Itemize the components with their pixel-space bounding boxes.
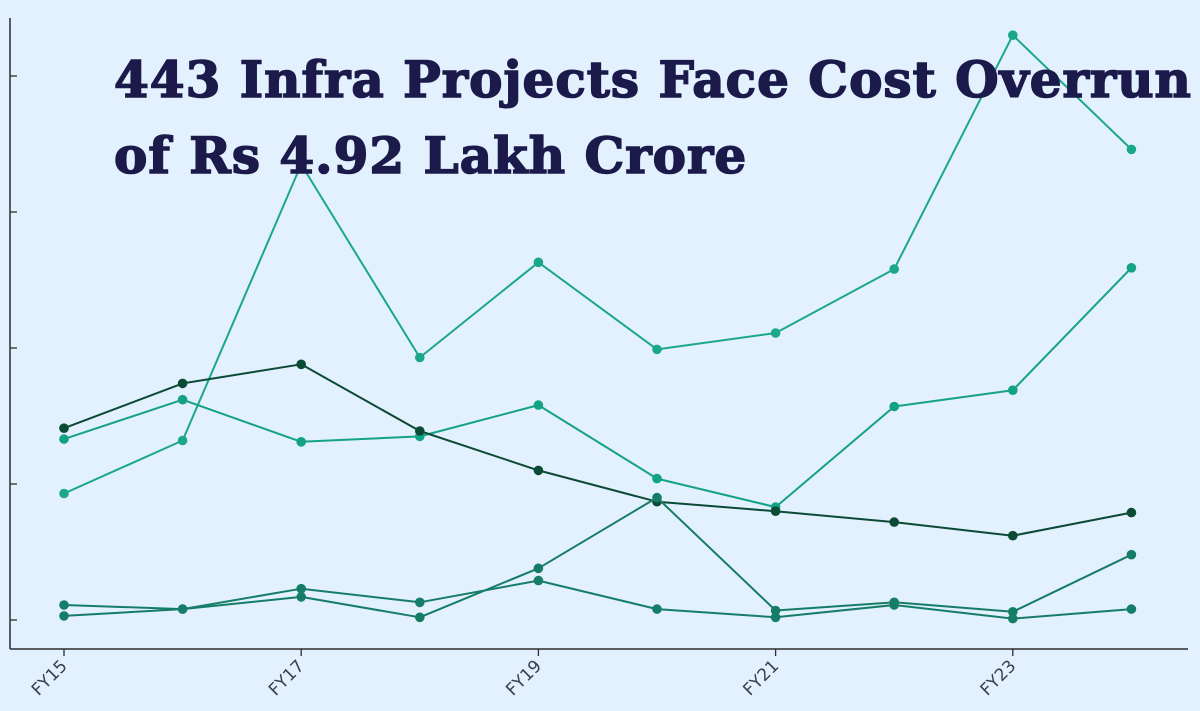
data-point (415, 597, 425, 608)
data-point (1008, 530, 1018, 541)
data-point (296, 592, 307, 602)
data-point (1126, 144, 1137, 155)
data-point (533, 575, 544, 586)
data-point (1126, 263, 1137, 273)
series-2 (59, 263, 1137, 512)
series-line (63, 363, 1132, 537)
data-point (177, 394, 188, 405)
data-point (533, 257, 544, 268)
series-5 (59, 575, 1137, 624)
data-point (889, 600, 899, 610)
data-point (1008, 607, 1018, 617)
data-point (533, 465, 544, 476)
data-point (1008, 385, 1018, 396)
data-point (296, 583, 307, 594)
data-point (652, 604, 662, 614)
series-line (63, 496, 1132, 619)
data-point (177, 604, 188, 614)
x-tick-label: FY23 (977, 656, 1021, 700)
data-point (415, 352, 425, 363)
data-point (59, 423, 69, 434)
data-point (59, 611, 69, 621)
data-point (889, 517, 899, 527)
data-point (1126, 604, 1137, 614)
data-point (296, 359, 307, 370)
data-point (177, 435, 188, 446)
data-point (889, 264, 899, 274)
data-point (415, 426, 425, 436)
chart-title-line-1: 443 Infra Projects Face Cost Overrun (114, 50, 1192, 109)
data-point (770, 605, 781, 616)
data-point (652, 492, 662, 503)
series-line (63, 267, 1133, 509)
data-point (652, 473, 662, 484)
data-point (1008, 613, 1018, 624)
x-tick-label: FY15 (28, 656, 72, 700)
data-point (1008, 30, 1018, 40)
data-point (770, 612, 781, 623)
data-point (415, 612, 425, 623)
x-tick-label: FY21 (739, 656, 783, 700)
data-point (177, 378, 188, 389)
chart-title-line-2: of Rs 4.92 Lakh Crore (114, 126, 747, 185)
data-point (652, 344, 662, 355)
data-point (770, 328, 781, 338)
data-point (770, 506, 781, 516)
data-point (59, 434, 69, 444)
data-point (1126, 549, 1137, 560)
data-point (296, 437, 307, 447)
data-point (533, 563, 544, 574)
data-point (533, 400, 544, 410)
x-tick-label: FY17 (265, 656, 309, 700)
data-point (889, 401, 899, 412)
data-point (59, 488, 69, 499)
data-point (296, 159, 307, 170)
data-point (1126, 507, 1137, 518)
series-3 (59, 359, 1137, 541)
x-tick-label: FY19 (502, 656, 546, 700)
series-line (63, 579, 1132, 620)
data-point (59, 600, 69, 610)
series-1 (59, 30, 1137, 499)
series-line (63, 34, 1133, 495)
